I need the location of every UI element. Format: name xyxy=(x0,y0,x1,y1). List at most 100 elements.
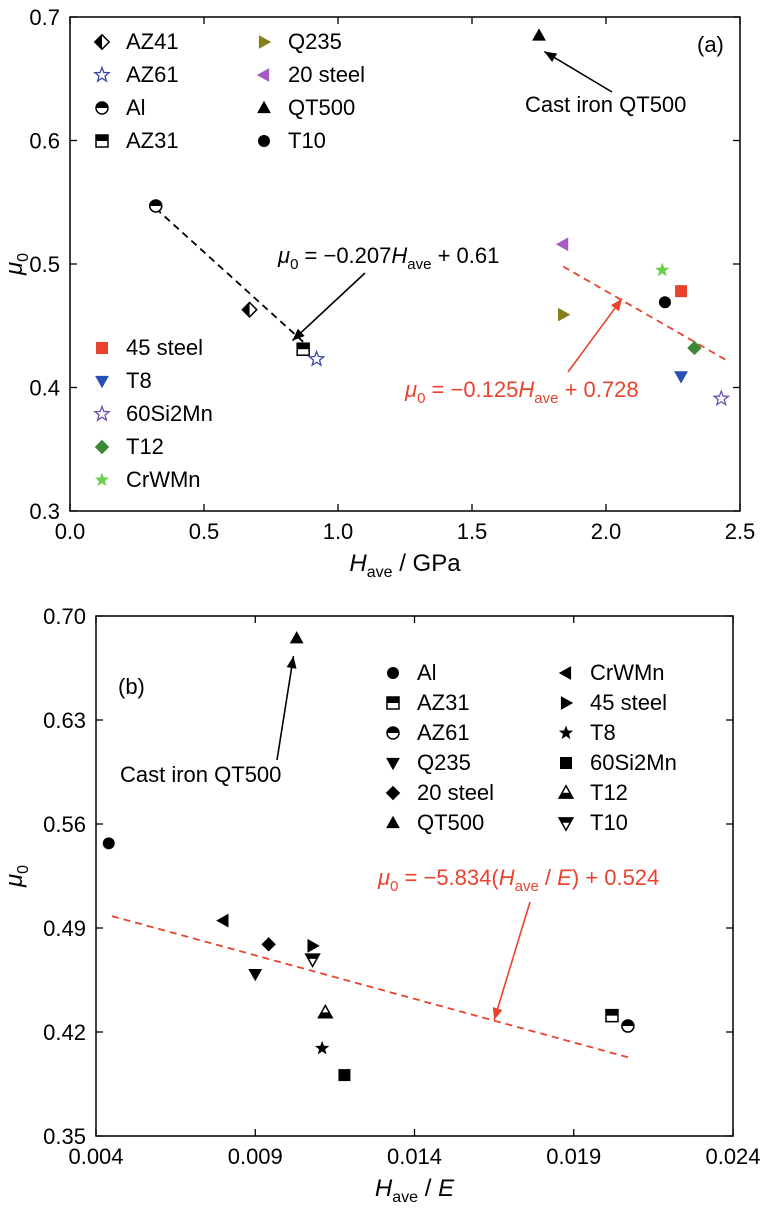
legend-marker xyxy=(387,667,399,679)
x-tick-label: 0.014 xyxy=(387,1144,442,1169)
legend-marker xyxy=(557,817,575,832)
data-point-q235 xyxy=(558,307,571,322)
arrow-fit-a-red xyxy=(567,298,623,373)
legend-label: AZ31 xyxy=(126,128,179,153)
annotation-fit-a-black: μ0 = −0.207Have + 0.61 xyxy=(277,243,499,273)
x-tick-label: 1.0 xyxy=(323,519,354,544)
data-point-t10 xyxy=(304,953,321,968)
legend-marker xyxy=(258,35,272,49)
x-tick-label: 0.0 xyxy=(55,519,86,544)
legend-label: Q235 xyxy=(417,750,471,775)
data-point-20-steel xyxy=(261,937,276,952)
data-point-az31 xyxy=(605,1008,619,1023)
legend-label: 60Si2Mn xyxy=(590,750,677,775)
legend-label: Al xyxy=(126,95,146,120)
y-tick-label: 0.70 xyxy=(43,604,86,629)
annotation-cast-iron: Cast iron QT500 xyxy=(525,92,686,117)
arrow-qt500 xyxy=(276,655,297,761)
legend-label: T8 xyxy=(126,368,152,393)
data-point-q235 xyxy=(248,968,263,982)
legend-label: T10 xyxy=(590,810,628,835)
data-point-t10 xyxy=(658,296,671,309)
data-point-t8 xyxy=(315,1040,330,1055)
legend-label: AZ61 xyxy=(417,720,470,745)
legend-marker xyxy=(385,785,401,801)
y-tick-label: 0.49 xyxy=(43,916,86,941)
y-tick-label: 0.7 xyxy=(29,5,60,30)
legend-label: T12 xyxy=(126,434,164,459)
x-tick-label: 0.009 xyxy=(228,1144,283,1169)
legend-label: 45 steel xyxy=(126,335,203,360)
annotation-fit-b-red: μ0 = −5.834(Have / E) + 0.524 xyxy=(377,865,659,895)
legend-marker xyxy=(560,696,574,710)
legend-label: T8 xyxy=(590,720,616,745)
fit-line xyxy=(155,207,304,343)
data-point-crwmn xyxy=(216,913,229,928)
annotation-fit-a-red: μ0 = −0.125Have + 0.728 xyxy=(404,377,639,407)
legend-marker xyxy=(95,134,109,148)
arrow-qt500 xyxy=(543,50,613,93)
legend-label: AZ41 xyxy=(126,29,179,54)
x-tick-label: 0.019 xyxy=(546,1144,601,1169)
data-point-60si2mn xyxy=(338,1069,351,1082)
legend-label: 20 steel xyxy=(417,780,494,805)
arrow-fit-b-red xyxy=(492,901,531,1021)
y-axis-label: μ0 xyxy=(1,253,32,276)
legend-label: AZ31 xyxy=(417,690,470,715)
x-tick-label: 1.5 xyxy=(457,519,488,544)
legend-label: CrWMn xyxy=(126,467,201,492)
legend-label: 20 steel xyxy=(288,62,365,87)
x-axis-label: Have / E xyxy=(375,1175,455,1206)
legend: CrWMn 45 steel T8 60Si2Mn T12 T10 xyxy=(557,660,677,835)
legend-marker xyxy=(258,135,270,147)
y-axis-label: μ0 xyxy=(1,865,32,888)
legend-marker xyxy=(95,101,109,115)
data-point-t12 xyxy=(687,340,702,356)
legend-label: AZ61 xyxy=(126,62,179,87)
legend-marker xyxy=(558,725,574,740)
legend: AZ41 AZ61 Al AZ31 xyxy=(93,29,179,153)
legend-marker xyxy=(386,696,400,710)
x-tick-label: 0.024 xyxy=(705,1144,760,1169)
data-point-t12 xyxy=(317,1003,334,1019)
legend-label: 60Si2Mn xyxy=(126,401,213,426)
data-point-45-steel xyxy=(307,938,320,953)
data-point-az61 xyxy=(307,349,326,367)
data-point-az41 xyxy=(241,301,258,318)
legend-marker xyxy=(94,439,110,455)
legend-marker xyxy=(386,726,400,740)
x-tick-label: 2.5 xyxy=(725,519,756,544)
data-point-qt500 xyxy=(532,28,546,41)
legend-marker xyxy=(256,68,270,82)
data-point-crwmn xyxy=(655,262,670,277)
data-point-20-steel xyxy=(555,237,569,252)
legend-marker xyxy=(560,757,572,769)
legend: 45 steel T8 60Si2Mn T12 CrWMn xyxy=(93,335,213,492)
y-tick-label: 0.56 xyxy=(43,812,86,837)
data-point-al xyxy=(149,199,163,213)
legend: Q235 20 steel QT500 T10 xyxy=(256,29,365,153)
legend-marker xyxy=(96,342,108,354)
x-tick-label: 0.5 xyxy=(189,519,220,544)
chart-panel-a: 0.0 0.5 1.0 1.5 2.0 2.5 0.3 0.4 0.5 0.6 0.7 Have / … xyxy=(1,5,755,581)
data-point-al xyxy=(102,837,115,850)
panel-label: (b) xyxy=(118,674,145,699)
legend-label: CrWMn xyxy=(590,660,665,685)
data-point-t8 xyxy=(674,371,688,384)
legend-marker xyxy=(95,375,109,389)
legend-label: T12 xyxy=(590,780,628,805)
legend-marker xyxy=(558,666,572,680)
legend-label: Q235 xyxy=(288,29,342,54)
y-tick-label: 0.6 xyxy=(29,129,60,154)
legend-label: QT500 xyxy=(417,810,484,835)
legend-marker xyxy=(93,404,111,422)
data-point-az61 xyxy=(621,1019,635,1033)
legend-marker xyxy=(94,472,110,487)
y-tick-label: 0.5 xyxy=(29,252,60,277)
y-tick-label: 0.3 xyxy=(29,499,60,524)
annotation-cast-iron: Cast iron QT500 xyxy=(120,762,281,787)
fit-line xyxy=(111,915,629,1059)
panel-label: (a) xyxy=(697,32,724,57)
fit-line xyxy=(562,265,728,362)
